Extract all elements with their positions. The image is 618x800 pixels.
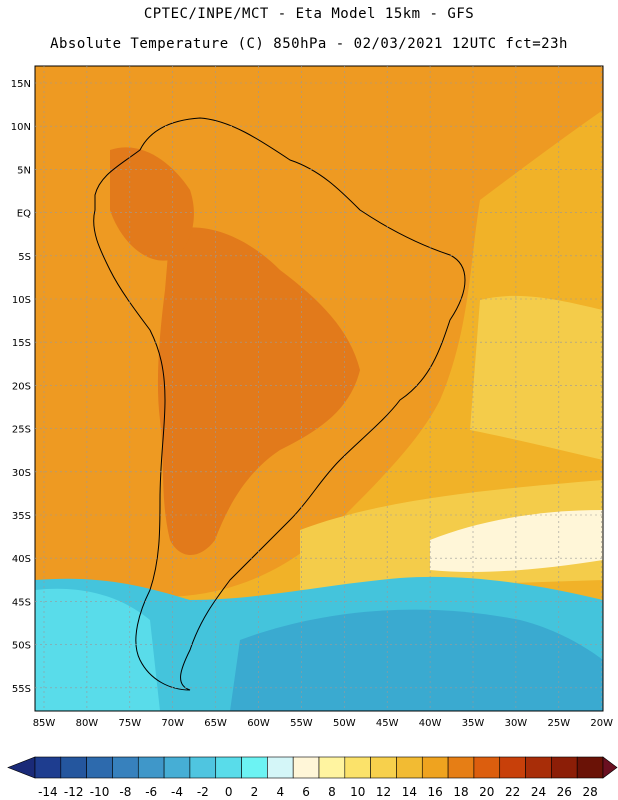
lat-label: 55S — [12, 684, 31, 695]
cyan-zone — [35, 588, 160, 711]
lon-label: 85W — [33, 718, 56, 729]
colorbar-label: 22 — [505, 785, 520, 799]
lat-label: 40S — [12, 554, 31, 565]
lon-label: 40W — [419, 718, 442, 729]
colorbar-swatch — [344, 756, 371, 779]
colorbar-label: 10 — [350, 785, 365, 799]
lat-label: 20S — [12, 381, 31, 392]
colder-zone — [230, 609, 603, 711]
lon-label: 35W — [462, 718, 485, 729]
colorbar-label: -2 — [197, 785, 209, 799]
colorbar-swatch — [576, 756, 604, 779]
colorbar-swatch — [499, 756, 526, 779]
lat-label: 5S — [18, 252, 31, 263]
lon-label: 20W — [590, 718, 613, 729]
colorbar-label: -4 — [171, 785, 183, 799]
colorbar-swatch — [447, 756, 475, 779]
colorbar-label: 2 — [251, 785, 259, 799]
colorbar-label: 6 — [302, 785, 310, 799]
colorbar-swatch — [370, 756, 397, 779]
colorbar-high-arrow — [602, 756, 618, 779]
lat-label: 30S — [12, 468, 31, 479]
colorbar-swatch — [292, 756, 320, 779]
colorbar-swatch — [34, 756, 62, 779]
map-title-line1: CPTEC/INPE/MCT - Eta Model 15km - GFS — [143, 6, 475, 22]
colorbar-label: 16 — [428, 785, 443, 799]
lon-label: 70W — [161, 718, 184, 729]
colorbar-label: 0 — [225, 785, 233, 799]
colorbar-label: 4 — [276, 785, 284, 799]
colorbar-label: 18 — [453, 785, 468, 799]
lat-label: 35S — [12, 511, 31, 522]
colorbar-swatch — [318, 756, 346, 779]
lon-label: 50W — [333, 718, 356, 729]
lon-label: 45W — [376, 718, 399, 729]
colorbar-swatch — [551, 756, 578, 779]
south-america-outline — [93, 117, 466, 691]
colorbar-swatch — [473, 756, 501, 779]
colorbar-swatch — [137, 756, 165, 779]
lat-label: EQ — [17, 209, 31, 220]
colorbar-swatch — [241, 756, 268, 779]
lon-label: 65W — [204, 718, 227, 729]
lat-label: 10S — [12, 295, 31, 306]
lon-label: 60W — [247, 718, 270, 729]
temperature-field — [35, 66, 603, 711]
lat-label: 5N — [17, 165, 31, 176]
lon-label: 25W — [547, 718, 570, 729]
colorbar-swatch — [163, 756, 191, 779]
lat-label: 45S — [12, 597, 31, 608]
colorbar-swatch — [525, 756, 552, 779]
colorbar-swatch — [421, 756, 449, 779]
colorbar-swatch — [396, 756, 423, 779]
colorbar-label: 14 — [402, 785, 417, 799]
lat-label: 50S — [12, 641, 31, 652]
colorbar-label: -6 — [145, 785, 157, 799]
map-title-line2: Absolute Temperature (C) 850hPa - 02/03/… — [50, 36, 568, 52]
lat-label: 25S — [12, 425, 31, 436]
colorbar: -14 -12 -10 -8 -6 -4 -2 0 2 4 6 8 10 12 14 16 18 20 22 24 26… — [7, 756, 618, 799]
lat-label: 15S — [12, 338, 31, 349]
colorbar-swatch — [86, 756, 113, 779]
colorbar-label: 8 — [328, 785, 336, 799]
hot-zone — [157, 227, 360, 556]
lon-label: 80W — [76, 718, 99, 729]
colorbar-swatch — [60, 756, 87, 779]
colorbar-label: 12 — [376, 785, 391, 799]
lon-label: 55W — [290, 718, 313, 729]
colorbar-swatch — [112, 756, 139, 779]
longitude-labels: 85W 80W 75W 70W 65W 60W 55W 50W 45W 40W 35W 30W 25W 2… — [33, 718, 613, 729]
colorbar-swatch — [189, 756, 217, 779]
colorbar-label: -14 — [38, 785, 58, 799]
colorbar-label: -10 — [90, 785, 110, 799]
colorbar-label: 24 — [531, 785, 546, 799]
colorbar-swatch — [215, 756, 242, 779]
colorbar-swatch — [267, 756, 294, 779]
lat-label: 10N — [11, 122, 31, 133]
colorbar-label: 26 — [557, 785, 572, 799]
colorbar-label: -12 — [64, 785, 84, 799]
latitude-labels: 15N 10N 5N EQ 5S 10S 15S 20S 25S 30S 35S 40S 45S 50S 5… — [11, 79, 31, 695]
cool-east-band — [470, 295, 603, 460]
colorbar-low-arrow — [7, 756, 36, 779]
colorbar-label: 28 — [582, 785, 597, 799]
colorbar-label: 20 — [479, 785, 494, 799]
map-frame — [34, 65, 604, 712]
colorbar-label: -8 — [119, 785, 131, 799]
lon-label: 30W — [505, 718, 528, 729]
lon-label: 75W — [118, 718, 141, 729]
lat-label: 15N — [11, 79, 31, 90]
